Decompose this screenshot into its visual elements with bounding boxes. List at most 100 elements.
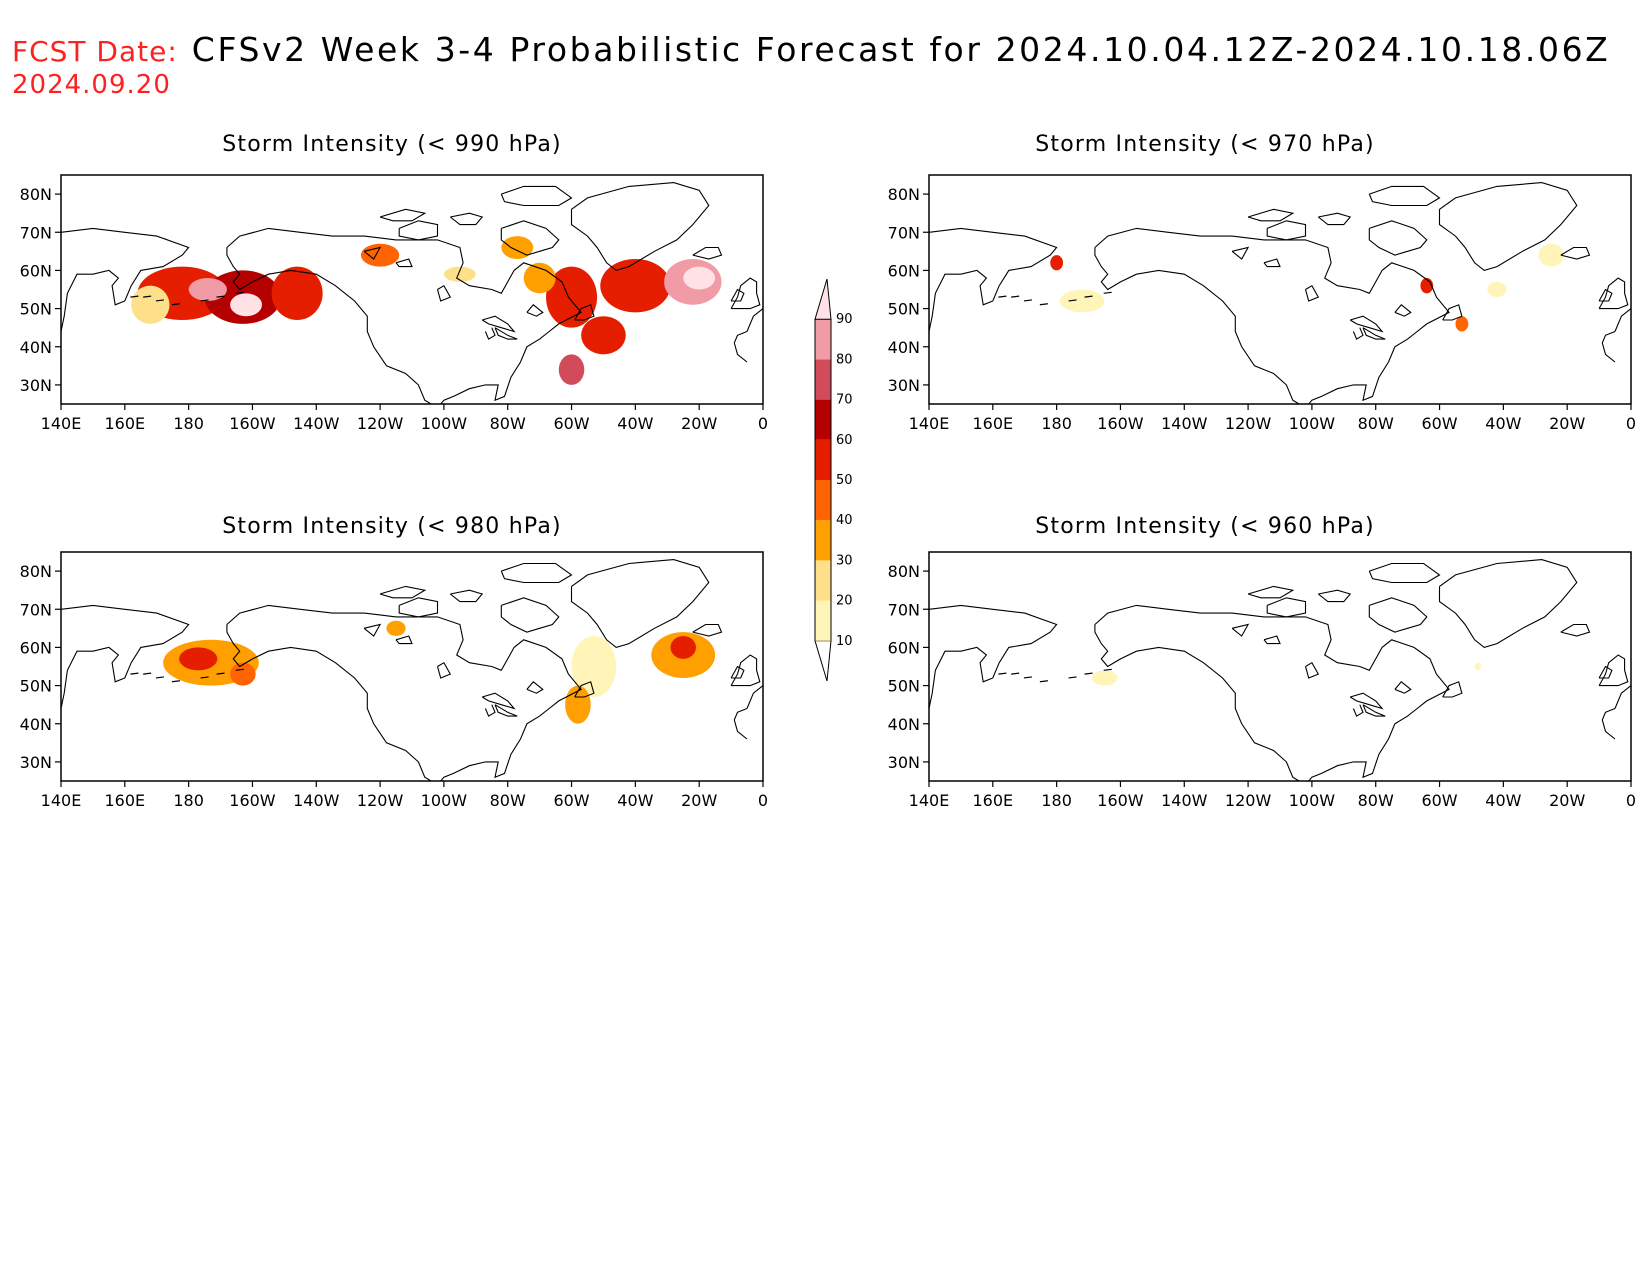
coastline (1614, 308, 1631, 332)
coastline (1394, 681, 1412, 694)
probability-area (1050, 255, 1064, 271)
lon-tick-label: 140E (41, 791, 82, 810)
lon-tick-label: 180 (173, 414, 204, 433)
coastline (929, 604, 1058, 709)
coastline (500, 220, 560, 256)
colorbar-label: 40 (836, 513, 853, 528)
lon-tick-label: 40W (1485, 414, 1521, 433)
lat-tick-label: 70N (888, 223, 920, 242)
probability-area (131, 285, 170, 324)
lat-tick-label: 50N (20, 300, 52, 319)
aleutian-island (143, 295, 152, 298)
coastline (494, 327, 518, 340)
coastline (1263, 635, 1281, 645)
lon-tick-label: 160E (104, 791, 145, 810)
aleutian-island (1023, 676, 1032, 679)
coastline (500, 562, 573, 584)
probability-fill-p970 (1050, 243, 1564, 332)
aleutian-island (235, 668, 244, 671)
coastlines-p960 (929, 559, 1631, 781)
probability-area (581, 316, 626, 355)
map-frame (60, 174, 764, 405)
lon-tick-label: 100W (1289, 791, 1336, 810)
lon-tick-label: 160W (229, 791, 276, 810)
coastline (692, 246, 723, 260)
fcst-date-value: 2024.09.20 (12, 70, 171, 100)
lon-tick-label: 160W (1097, 414, 1144, 433)
coastline (1362, 704, 1386, 717)
lon-tick-label: 80W (1358, 791, 1394, 810)
lon-tick-label: 60W (1421, 791, 1457, 810)
aleutian-island (235, 291, 244, 294)
coastline (1352, 704, 1364, 717)
lon-tick-label: 120W (357, 791, 404, 810)
colorbar-swatch (815, 439, 831, 480)
lat-tick-label: 70N (20, 223, 52, 242)
coastline (1442, 681, 1463, 698)
coastline (226, 604, 582, 781)
probability-area (670, 635, 696, 659)
coastline (481, 692, 516, 710)
coastline (379, 208, 427, 222)
lat-tick-label: 40N (888, 715, 920, 734)
coastline (61, 227, 190, 332)
coastline (436, 284, 452, 302)
coastline (1247, 208, 1295, 222)
lat-tick-label: 80N (888, 185, 920, 204)
coastlines-p990 (61, 182, 763, 404)
aleutian-island (130, 295, 139, 298)
lon-tick-label: 20W (681, 414, 717, 433)
colorbar-swatch (815, 319, 831, 360)
lat-tick-label: 30N (20, 376, 52, 395)
coastline (570, 559, 710, 649)
coastline (494, 704, 518, 717)
colorbar: 10 20 30 40 50 60 70 80 90 (814, 278, 853, 682)
coastline (1304, 661, 1320, 679)
coastline (1231, 623, 1250, 637)
coastline (733, 707, 748, 740)
coastline (481, 315, 516, 333)
coastline (484, 327, 496, 340)
coastline (730, 277, 761, 310)
map-panel-p960: 140E 160E 180 160W 140W 120W 100W 80W 60W 40W 20W 0… (888, 551, 1636, 810)
coastline (1263, 258, 1281, 268)
probability-area (565, 685, 591, 724)
aleutian-island (200, 676, 209, 679)
aleutian-island (1068, 299, 1077, 302)
lon-tick-label: 160E (972, 791, 1013, 810)
lon-tick-label: 0 (758, 791, 768, 810)
map-frame (60, 551, 764, 782)
lon-tick-label: 140E (41, 414, 82, 433)
probability-area (558, 354, 585, 385)
coastline (226, 227, 582, 404)
probability-area (443, 266, 476, 282)
aleutian-island (155, 299, 164, 302)
colorbar-label: 80 (836, 352, 853, 367)
colorbar-label: 20 (836, 594, 853, 609)
probability-area (600, 258, 671, 313)
probability-fill-p990 (131, 236, 722, 385)
panel-title-960: Storm Intensity (< 960 hPa) (1035, 514, 1375, 539)
coastline (1266, 220, 1307, 241)
lon-tick-label: 160E (972, 414, 1013, 433)
coastline (395, 258, 413, 268)
probability-area (230, 293, 263, 317)
lat-tick-label: 60N (20, 638, 52, 657)
lon-tick-label: 60W (553, 791, 589, 810)
colorbar-swatch (815, 359, 831, 400)
coastline (1368, 562, 1441, 584)
coastline (1598, 288, 1613, 302)
lon-tick-label: 160W (229, 414, 276, 433)
colorbar-label: 50 (836, 473, 853, 488)
lon-tick-label: 160W (1097, 791, 1144, 810)
probability-area (571, 635, 617, 698)
aleutian-island (216, 295, 225, 298)
aleutian-island (155, 676, 164, 679)
coastline (363, 623, 382, 637)
coastline (746, 308, 763, 332)
colorbar-swatch (815, 560, 831, 601)
lat-tick-label: 60N (888, 638, 920, 657)
coastline (398, 220, 439, 241)
aleutian-island (171, 303, 180, 306)
